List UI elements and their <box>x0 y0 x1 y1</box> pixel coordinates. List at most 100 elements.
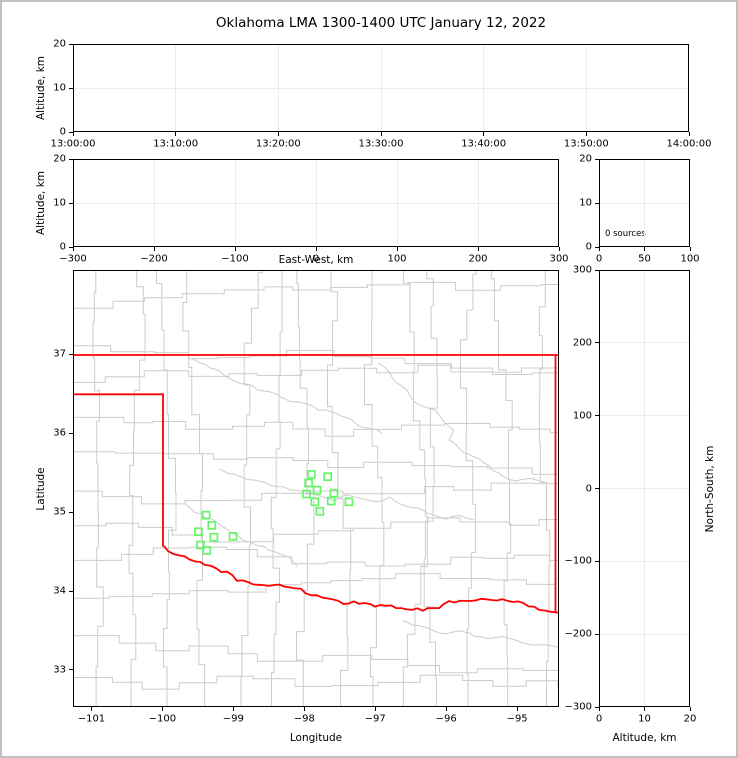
x-tick-mark <box>396 247 398 251</box>
x-tick-label: 13:20:00 <box>255 138 301 150</box>
x-tick-label: 14:00:00 <box>666 138 712 150</box>
y-tick-label: 0 <box>59 241 66 253</box>
x-tick-mark <box>175 132 177 136</box>
y-tick-label: 100 <box>572 410 592 422</box>
x-tick-label: 13:40:00 <box>461 138 507 150</box>
xlabel-map-panel: Longitude <box>289 732 343 744</box>
x-tick-mark <box>688 132 690 136</box>
x-tick-label: −97 <box>364 713 386 725</box>
y-tick-label: −300 <box>564 701 592 713</box>
y-tick-label: 37 <box>53 348 66 360</box>
x-tick-label: −200 <box>140 253 168 265</box>
ylabel-time-panel: Altitude, km <box>35 55 47 121</box>
x-tick-mark <box>153 247 155 251</box>
x-tick-label: −100 <box>221 253 249 265</box>
x-tick-mark <box>72 247 74 251</box>
x-tick-mark <box>277 132 279 136</box>
y-tick-mark <box>69 353 73 355</box>
x-tick-mark <box>445 707 447 711</box>
lma-station-marker <box>329 488 339 498</box>
y-grid-line <box>600 488 689 489</box>
ylabel-ew-panel: Altitude, km <box>35 170 47 236</box>
x-tick-label: −300 <box>59 253 87 265</box>
y-tick-mark <box>595 488 599 489</box>
river-lines <box>184 357 558 648</box>
y-tick-mark <box>69 432 73 434</box>
y-tick-label: 10 <box>53 197 66 209</box>
lma-station-marker <box>326 496 336 506</box>
x-tick-mark <box>90 707 92 711</box>
altitude-histogram-panel <box>599 159 690 247</box>
x-tick-label: 13:10:00 <box>153 138 199 150</box>
y-tick-mark <box>595 706 599 708</box>
lma-station-marker <box>344 497 354 507</box>
y-tick-label: 36 <box>53 427 66 439</box>
x-tick-label: −100 <box>148 713 177 725</box>
y-grid-line <box>600 342 689 344</box>
y-tick-mark <box>69 246 73 248</box>
lma-station-marker <box>201 510 211 520</box>
y-tick-mark <box>69 511 73 513</box>
x-tick-label: 20 <box>683 713 697 725</box>
northsouth-altitude-panel <box>599 270 690 707</box>
x-tick-label: 200 <box>468 253 488 265</box>
y-tick-label: 20 <box>53 38 66 50</box>
y-tick-label: 300 <box>572 264 592 276</box>
lma-station-marker <box>302 489 311 499</box>
x-tick-label: 300 <box>549 253 569 265</box>
red-river-border <box>163 545 558 614</box>
y-grid-line <box>600 560 689 562</box>
x-tick-label: 10 <box>638 713 651 725</box>
y-tick-mark <box>595 560 599 562</box>
x-tick-mark <box>598 247 600 251</box>
lma-station-marker <box>196 540 205 550</box>
x-tick-mark <box>477 247 479 251</box>
y-tick-label: −200 <box>564 628 592 640</box>
y-tick-mark <box>595 633 599 635</box>
y-tick-mark <box>595 202 599 204</box>
map-canvas <box>74 271 558 706</box>
lma-station-marker <box>228 532 238 541</box>
x-tick-label: −95 <box>506 713 528 725</box>
eastwest-altitude-panel <box>73 159 559 247</box>
x-tick-mark <box>315 247 317 251</box>
x-tick-mark <box>234 247 236 251</box>
x-tick-mark <box>644 247 645 251</box>
y-tick-label: −100 <box>564 555 592 567</box>
x-tick-mark <box>161 707 163 711</box>
y-tick-label: 20 <box>53 153 66 165</box>
x-tick-mark <box>558 247 560 251</box>
lma-station-marker <box>304 478 313 488</box>
x-tick-mark <box>483 132 485 136</box>
lma-station-markers <box>194 470 354 555</box>
y-tick-label: 33 <box>53 664 66 676</box>
x-tick-mark <box>644 707 645 711</box>
ylabel-ns-panel: North-South, km <box>704 445 716 532</box>
y-grid-line <box>600 415 689 417</box>
y-tick-mark <box>69 131 73 133</box>
y-tick-label: 34 <box>53 585 66 597</box>
y-tick-mark <box>595 269 599 271</box>
lma-station-marker <box>207 521 217 530</box>
y-grid-line <box>600 202 689 204</box>
y-tick-label: 0 <box>585 483 592 494</box>
ylabel-map-panel: Latitude <box>35 466 47 511</box>
county-boundaries <box>74 271 558 706</box>
x-tick-mark <box>380 132 382 136</box>
y-tick-mark <box>69 590 73 592</box>
x-tick-mark <box>598 707 600 711</box>
x-tick-label: 100 <box>680 253 700 265</box>
y-tick-mark <box>595 342 599 344</box>
x-tick-mark <box>689 707 691 711</box>
x-tick-label: 100 <box>387 253 407 265</box>
lma-station-marker <box>323 472 333 482</box>
lma-station-marker <box>209 532 219 542</box>
x-tick-label: 0 <box>595 253 603 265</box>
lma-station-marker <box>310 497 320 507</box>
x-tick-label: 50 <box>638 253 651 265</box>
x-tick-mark <box>303 707 305 711</box>
y-tick-label: 35 <box>53 506 66 518</box>
y-tick-label: 10 <box>579 197 592 209</box>
xlabel-ns-panel: Altitude, km <box>612 732 677 744</box>
